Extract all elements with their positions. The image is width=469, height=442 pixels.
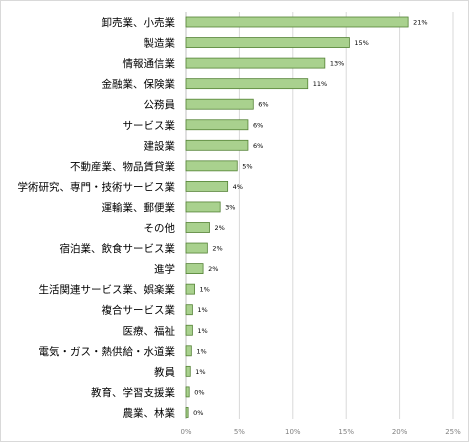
data-label: 0% (194, 388, 204, 396)
bar (185, 407, 189, 418)
bar (185, 37, 350, 48)
category-label: 電気・ガス・熱供給・水道業 (39, 345, 176, 358)
data-label: 1% (195, 368, 205, 376)
category-label: 医療、福祉 (123, 324, 176, 337)
x-tick-label: 20% (392, 428, 408, 436)
bar (185, 365, 191, 377)
x-tick-label: 0% (180, 428, 191, 436)
bar (185, 283, 195, 295)
category-label: 金融業、保険業 (102, 78, 176, 91)
category-label: サービス業 (123, 119, 176, 132)
category-label: 教育、学習支援業 (91, 386, 175, 399)
bar (185, 324, 193, 336)
bar (185, 386, 190, 398)
data-label: 4% (233, 183, 243, 191)
category-label: 公務員 (144, 98, 176, 111)
data-label: 2% (214, 224, 224, 232)
bar (185, 180, 229, 192)
x-tick-label: 15% (338, 428, 354, 436)
x-tick-labels: 0% 5% 10% 15% 20% 25% (180, 428, 461, 436)
category-label: 建設業 (144, 139, 176, 152)
category-label: 運輸業、郵便業 (102, 201, 176, 214)
data-label: 1% (197, 306, 207, 314)
category-label: 進学 (154, 263, 175, 276)
data-label: 1% (197, 327, 207, 335)
category-labels: 卸売業、小売業製造業情報通信業金融業、保険業公務員サービス業建設業不動産業、物品… (18, 16, 176, 419)
gridlines (185, 12, 454, 419)
bar (185, 263, 204, 275)
category-label: 複合サービス業 (102, 304, 176, 317)
bar (185, 304, 193, 316)
bar (185, 57, 326, 69)
bar (185, 98, 254, 110)
category-label: 不動産業、物品賃貸業 (70, 160, 175, 173)
category-label: 情報通信業 (123, 57, 176, 70)
data-label: 2% (208, 265, 218, 273)
bar (185, 78, 309, 90)
category-label: 宿泊業、飲食サービス業 (60, 242, 176, 255)
bar (185, 345, 192, 357)
category-label: その他 (144, 222, 176, 235)
data-label: 11% (313, 80, 327, 88)
bar (185, 160, 238, 172)
x-tick-label: 5% (234, 428, 245, 436)
data-label: 3% (225, 203, 235, 211)
data-label: 6% (253, 121, 263, 129)
bar (185, 16, 409, 28)
category-label: 教員 (154, 365, 175, 378)
data-label: 13% (330, 60, 344, 68)
data-label: 1% (196, 347, 206, 355)
category-label: 農業、林業 (123, 406, 176, 419)
x-tick-label: 10% (285, 428, 301, 436)
data-label: 5% (242, 162, 252, 170)
bar (185, 222, 210, 233)
bar (185, 201, 221, 213)
data-label: 1% (200, 286, 210, 294)
data-label: 15% (354, 39, 368, 47)
data-labels: 21% 15% 13% 11% 6% 6% 6% 5% 4% 3% 2% 2% 2% 1% 1% 1% 1% 1%… (193, 19, 427, 417)
x-tick-label: 25% (445, 428, 461, 436)
category-label: 製造業 (144, 37, 176, 50)
category-label: 学術研究、専門・技術サービス業 (18, 180, 176, 193)
bars (185, 16, 409, 418)
bar (185, 242, 208, 254)
bar (185, 119, 249, 131)
data-label: 6% (258, 101, 268, 109)
bar (185, 139, 249, 151)
data-label: 21% (413, 19, 427, 27)
category-label: 生活関連サービス業、娯楽業 (39, 283, 176, 296)
data-label: 6% (253, 142, 263, 150)
data-label: 0% (193, 409, 203, 417)
category-label: 卸売業、小売業 (102, 16, 176, 29)
data-label: 2% (212, 245, 222, 253)
